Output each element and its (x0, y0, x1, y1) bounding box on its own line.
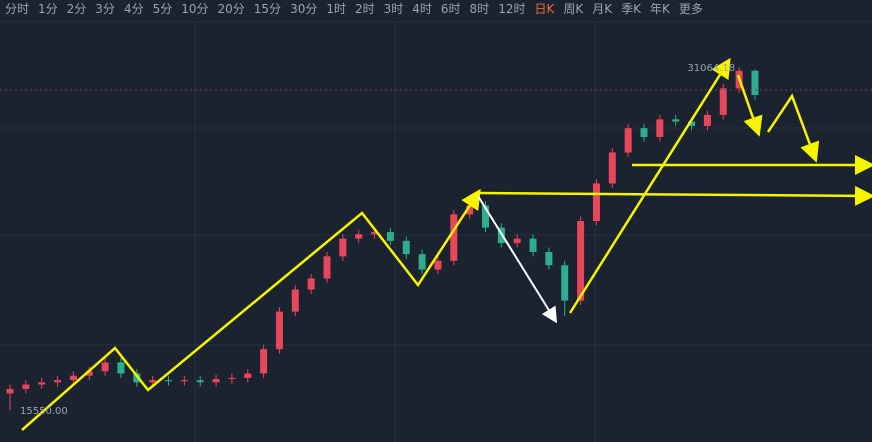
candle-body (196, 380, 204, 383)
candle-body (260, 349, 268, 374)
timeframe-tab[interactable]: 2分 (66, 2, 87, 16)
annotation-arrows (21, 57, 872, 431)
candle-body (545, 251, 553, 266)
candle-body (307, 278, 315, 290)
candle-body (402, 240, 410, 255)
candle-body (656, 119, 664, 138)
candle-body (434, 260, 442, 270)
candle-body (323, 256, 331, 279)
candle-body (38, 382, 46, 385)
timeframe-tab[interactable]: 4分 (123, 2, 144, 16)
timeframe-tab[interactable]: 30分 (290, 2, 318, 16)
candle-body (561, 265, 569, 301)
candle-body (275, 311, 283, 350)
candle-body (69, 375, 77, 381)
timeframe-tab[interactable]: 5分 (152, 2, 173, 16)
candle-body (418, 254, 426, 270)
candle-body (371, 232, 379, 235)
timeframe-tab[interactable]: 1时 (326, 2, 346, 16)
candle-body (640, 128, 648, 138)
timeframe-tab[interactable]: 8时 (469, 2, 490, 16)
timeframe-tab[interactable]: 月K (592, 2, 613, 16)
grid (0, 18, 872, 442)
candle-body (719, 88, 727, 115)
timeframe-tab[interactable]: 周K (563, 2, 584, 16)
timeframe-tab[interactable]: 2时 (354, 2, 375, 16)
candle-body (529, 238, 537, 252)
timeframe-tab[interactable]: 日K (534, 2, 555, 16)
candle-body (85, 371, 93, 376)
max-price-label: 31064.18 (687, 63, 735, 74)
candle-body (672, 119, 680, 122)
candle-body (608, 152, 616, 184)
candle-body (291, 289, 299, 312)
timeframe-tab[interactable]: 12时 (498, 2, 526, 16)
timeframe-tab[interactable]: 10分 (181, 2, 209, 16)
candle-body (180, 380, 188, 382)
candle-body (54, 380, 62, 383)
candle-body (703, 114, 711, 126)
candle-body (212, 379, 220, 383)
candle-body (592, 183, 600, 221)
candle-body (450, 214, 458, 261)
candle-body (482, 205, 489, 228)
candle-body (339, 238, 347, 257)
timeframe-tab[interactable]: 6时 (440, 2, 461, 16)
candle-body (133, 373, 141, 383)
timeframe-toolbar: 分时 1分 2分 3分 4分 5分 10分 20分 15分 30分 1时 2时 3时 4时 6时 8时 12时日… (0, 0, 703, 16)
timeframe-tab[interactable]: 更多 (678, 2, 703, 16)
candle-body (386, 232, 394, 241)
timeframe-tab[interactable]: 季K (621, 2, 641, 16)
min-price-label: 15550.00 (20, 406, 68, 417)
annotation-arrow (477, 195, 558, 324)
timeframe-tab[interactable]: 3时 (383, 2, 404, 16)
candle-body (355, 234, 363, 239)
candle-body (577, 221, 585, 301)
candle-body (244, 373, 252, 378)
candle-body (624, 128, 632, 153)
timeframe-tab[interactable]: 4时 (412, 2, 432, 16)
candle-body (513, 238, 521, 244)
candle-body (228, 377, 236, 380)
timeframe-tab[interactable]: 20分 (217, 2, 245, 16)
timeframe-tab[interactable]: 年K (649, 2, 670, 16)
timeframe-tab[interactable]: 1分 (38, 2, 58, 16)
candle-body (149, 380, 157, 383)
candle-body (6, 388, 14, 394)
candle-body (22, 384, 30, 389)
timeframe-tab[interactable]: 3分 (95, 2, 115, 16)
candle-body (117, 362, 125, 374)
candle-body (751, 70, 759, 96)
candle-body (101, 362, 109, 372)
candle-body (165, 380, 172, 382)
timeframe-tab[interactable]: 15分 (253, 2, 282, 16)
timeframe-tab[interactable]: 分时 (5, 2, 30, 16)
candle-body (688, 121, 696, 126)
